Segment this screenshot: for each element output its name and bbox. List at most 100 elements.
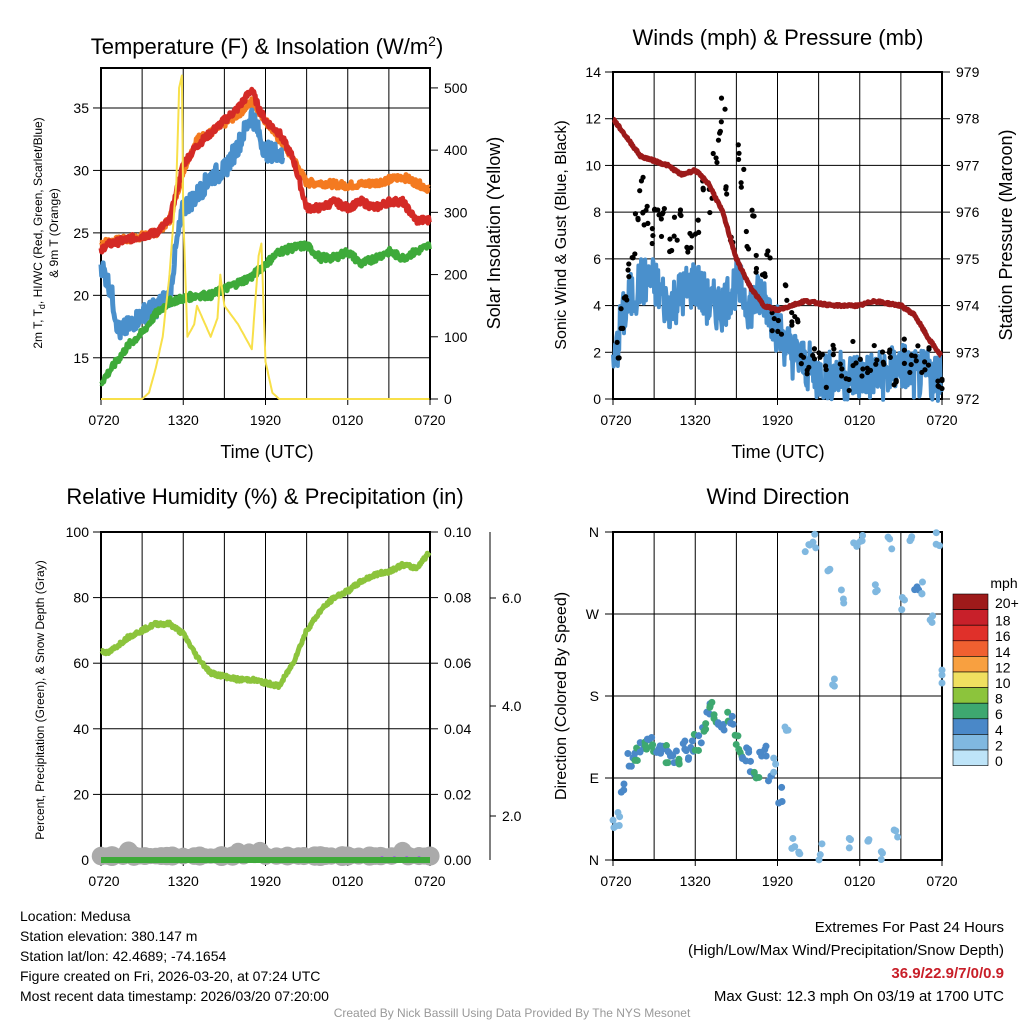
gust-point — [743, 228, 749, 235]
direction-point — [789, 834, 797, 842]
direction-point — [614, 808, 622, 816]
gust-point — [620, 325, 626, 332]
direction-point — [778, 783, 786, 791]
gust-point — [632, 211, 639, 217]
direction-point — [818, 840, 826, 848]
x-tick-label: 0120 — [332, 873, 363, 889]
direction-point — [846, 836, 854, 844]
direction-point — [746, 757, 754, 765]
wind-tick-label: 0 — [593, 391, 601, 407]
gust-point — [671, 214, 678, 220]
direction-point — [932, 529, 940, 537]
temp-tick-label: 30 — [73, 162, 89, 178]
gust-point — [722, 106, 728, 112]
x-tick-label: 1320 — [680, 412, 711, 428]
x-tick-label: 0720 — [600, 412, 631, 428]
x-tick-label: 0720 — [88, 412, 119, 428]
gust-point — [650, 232, 656, 239]
direction-point — [615, 821, 623, 829]
legend-label: 20+ — [995, 595, 1019, 611]
max-gust: Max Gust: 12.3 mph On 03/19 at 1700 UTC — [713, 988, 1004, 1005]
dir-tick-label: N — [589, 852, 599, 868]
gust-point — [707, 209, 713, 216]
gust-point — [775, 317, 781, 324]
pressure-tick-label: 976 — [956, 204, 980, 220]
gust-point — [901, 360, 908, 366]
gust-point — [778, 331, 785, 337]
temp-tick-label: 35 — [73, 100, 89, 116]
direction-point — [918, 578, 926, 586]
direction-point — [938, 671, 946, 679]
gust-point — [645, 220, 651, 226]
wind-tick-label: 14 — [585, 64, 601, 80]
x-tick-label: 1920 — [250, 412, 281, 428]
legend-swatch — [952, 640, 989, 657]
chart-title: Temperature (F) & Insolation (W/m2) — [91, 33, 444, 59]
y-axis-label-2: & 9m T (Orange) — [47, 188, 61, 278]
rh-tick-label: 40 — [73, 721, 89, 737]
precip-tick-label: 0.02 — [444, 786, 471, 802]
x-axis-label: Time (UTC) — [731, 442, 824, 462]
extremes-title: Extremes For Past 24 Hours — [814, 919, 1004, 936]
direction-point — [809, 538, 817, 546]
direction-point — [641, 742, 649, 750]
gust-point — [860, 366, 866, 372]
direction-point — [755, 773, 763, 781]
solar-tick-label: 300 — [444, 204, 468, 220]
direction-point — [858, 537, 866, 545]
gust-point — [789, 319, 795, 325]
gust-point — [915, 343, 921, 349]
wind-tick-label: 8 — [593, 204, 601, 220]
direction-point — [672, 747, 680, 755]
direction-point — [837, 586, 845, 594]
direction-point — [812, 544, 820, 552]
series-td — [98, 107, 286, 341]
pressure-tick-label: 973 — [956, 344, 980, 360]
direction-point — [675, 755, 683, 763]
direction-point — [688, 737, 696, 745]
gust-point — [688, 245, 694, 251]
gust-point — [700, 187, 706, 193]
gust-point — [715, 137, 722, 143]
direction-point — [745, 745, 753, 753]
gust-point — [677, 207, 684, 213]
gust-point — [667, 236, 673, 242]
gust-point — [886, 349, 892, 356]
gust-point — [907, 369, 913, 376]
direction-point — [801, 548, 809, 556]
gust-point — [713, 155, 719, 161]
x-axis-label: Time (UTC) — [220, 442, 313, 462]
location: Location: Medusa — [20, 908, 131, 924]
legend-swatch — [952, 609, 989, 626]
gust-point — [667, 248, 673, 255]
direction-point — [918, 590, 926, 598]
direction-point — [886, 535, 894, 543]
precip-tick-label: 0.06 — [444, 655, 471, 671]
gust-point — [710, 150, 716, 157]
gust-point — [846, 387, 852, 394]
gust-point — [651, 207, 658, 213]
direction-point — [811, 530, 819, 538]
x-tick-label: 0120 — [332, 412, 363, 428]
chart-title: Relative Humidity (%) & Precipitation (i… — [66, 484, 463, 509]
pressure-tick-label: 979 — [956, 64, 980, 80]
x-tick-label: 0120 — [844, 412, 875, 428]
gust-point — [804, 371, 810, 377]
direction-point — [877, 855, 885, 863]
legend-swatch — [952, 593, 989, 610]
gust-point — [811, 356, 818, 362]
gust-point — [901, 336, 907, 342]
direction-point — [684, 755, 692, 763]
gust-point — [630, 255, 636, 261]
rh-tick-label: 20 — [73, 786, 89, 802]
rh-tick-label: 80 — [73, 590, 89, 606]
credit: Created By Nick Bassill Using Data Provi… — [333, 1006, 691, 1020]
gust-point — [714, 159, 720, 166]
gust-point — [873, 361, 879, 367]
gust-point — [857, 356, 863, 362]
direction-point — [731, 731, 739, 739]
legend-label: 6 — [995, 706, 1003, 722]
gust-point — [925, 362, 932, 368]
direction-point — [928, 618, 936, 626]
gust-point — [850, 338, 856, 345]
